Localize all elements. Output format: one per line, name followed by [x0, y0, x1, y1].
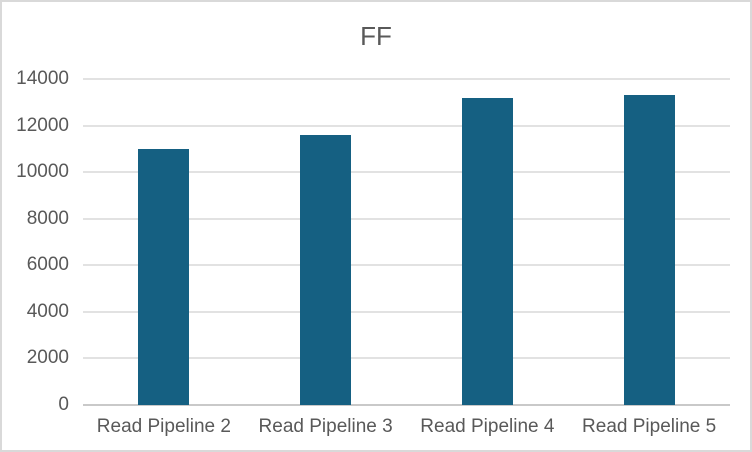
x-category-label: Read Pipeline 2	[96, 416, 231, 437]
y-tick-label: 6000	[26, 254, 69, 276]
bar-read-pipeline-2[interactable]	[138, 148, 190, 405]
x-category-label: Read Pipeline 5	[582, 416, 717, 437]
y-tick-label: 4000	[26, 300, 69, 322]
bar-read-pipeline-3[interactable]	[300, 134, 352, 405]
y-gridline	[83, 357, 730, 360]
y-gridline	[83, 78, 730, 80]
x-axis-line	[83, 404, 730, 406]
y-tick-label: 8000	[26, 207, 69, 229]
bar-read-pipeline-5[interactable]	[623, 95, 675, 405]
x-category-label: Read Pipeline 3	[258, 416, 393, 437]
y-gridline	[83, 264, 730, 267]
y-gridline	[83, 217, 730, 220]
y-tick-label: 2000	[26, 347, 69, 369]
chart-title: FF	[360, 21, 392, 51]
y-tick-label: 12000	[16, 114, 69, 136]
y-gridline	[83, 310, 730, 313]
y-gridline	[83, 124, 730, 127]
plot-area	[83, 78, 730, 406]
x-category-label: Read Pipeline 4	[420, 416, 555, 437]
y-gridline	[83, 171, 730, 174]
y-tick-label: 0	[58, 394, 69, 415]
y-tick-label: 10000	[16, 161, 69, 183]
y-tick-label: 14000	[16, 68, 69, 89]
bar-read-pipeline-4[interactable]	[461, 97, 513, 405]
